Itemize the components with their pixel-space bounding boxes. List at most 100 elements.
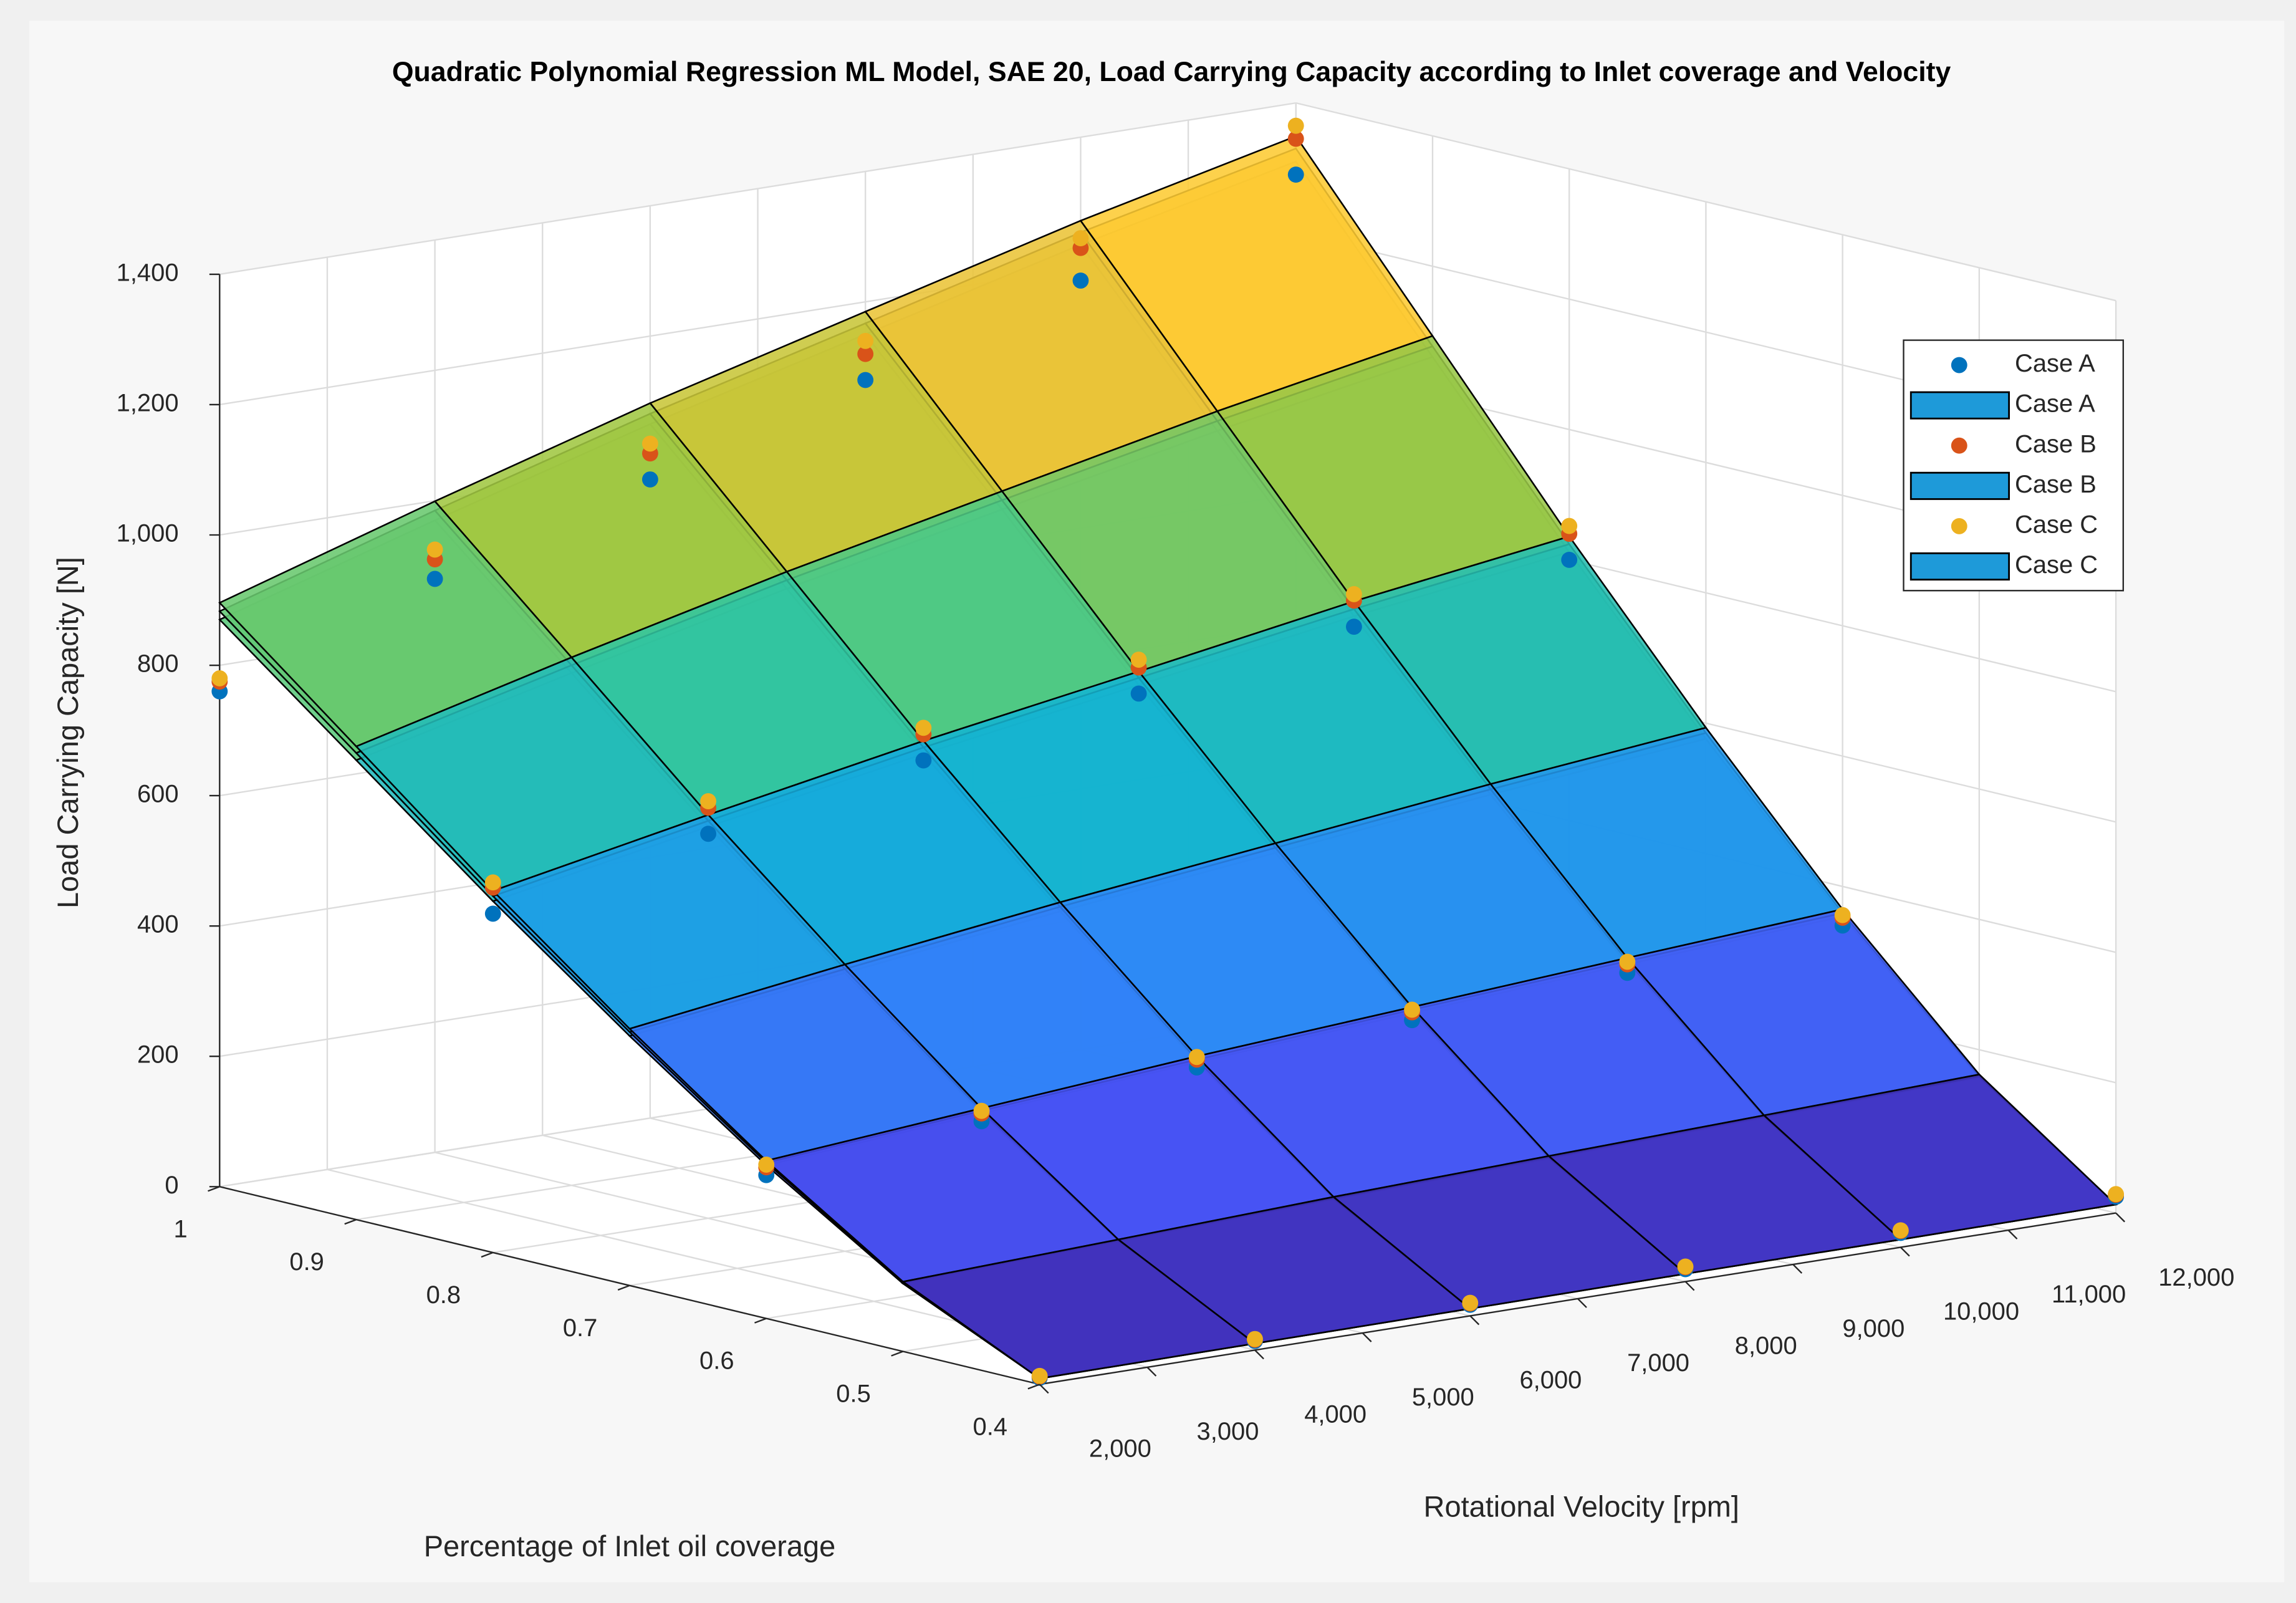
x-tick-label: 5,000 <box>1412 1384 1474 1411</box>
data-point <box>1619 953 1636 970</box>
tick-mark <box>891 1350 903 1357</box>
data-point <box>973 1102 990 1119</box>
legend-swatch <box>1909 471 2010 500</box>
legend-box <box>1903 339 2125 592</box>
data-point <box>1188 1049 1205 1066</box>
legend-swatch <box>1909 552 2010 581</box>
grid-line <box>1295 102 2116 302</box>
data-point <box>915 720 932 736</box>
y-tick-label: 1 <box>173 1215 187 1243</box>
data-point <box>1561 552 1578 568</box>
data-point <box>1677 1258 1694 1275</box>
data-point <box>1404 1001 1420 1018</box>
data-point <box>1287 166 1304 183</box>
y-tick-label: 0.9 <box>289 1248 324 1276</box>
x-tick-label: 8,000 <box>1735 1332 1797 1360</box>
labels: 2,000 3,000 4,000 5,000 6,000 7,000 8,000 9,000… <box>117 259 2235 1462</box>
x-tick-label: 3,000 <box>1197 1418 1259 1445</box>
data-point <box>915 752 932 769</box>
z-axis-label: Load Carrying Capacity [N] <box>51 557 84 908</box>
z-tick-label: 800 <box>137 650 179 678</box>
data-point <box>1247 1331 1263 1347</box>
data-point <box>1345 619 1362 635</box>
x-tick-label: 4,000 <box>1304 1401 1367 1428</box>
z-tick-label: 1,000 <box>117 520 179 547</box>
x-tick-label: 7,000 <box>1627 1349 1689 1377</box>
tick-mark <box>2115 1212 2126 1223</box>
data-point <box>700 793 716 809</box>
data-point <box>484 905 501 922</box>
surface-facet <box>901 1238 1257 1380</box>
tick-mark <box>617 1284 630 1291</box>
legend-marker <box>1951 437 1967 454</box>
tick-mark <box>1792 1264 1803 1274</box>
tick-mark <box>481 1251 494 1258</box>
data-point <box>1462 1294 1479 1311</box>
tick-mark <box>1577 1298 1587 1308</box>
tick-mark <box>1900 1246 1910 1257</box>
points <box>211 117 2125 1386</box>
data-point <box>2108 1186 2125 1203</box>
legend-label: Case C <box>2015 511 2098 538</box>
y-tick-label: 0.6 <box>699 1347 734 1375</box>
data-point <box>641 435 658 452</box>
x-axis-label: Rotational Velocity [rpm] <box>1424 1490 1739 1523</box>
data-point <box>1130 685 1147 702</box>
data-point <box>426 541 443 558</box>
data-point <box>1031 1367 1048 1384</box>
data-point <box>857 372 874 388</box>
y-tick-label: 0.8 <box>426 1281 461 1309</box>
x-tick-label: 10,000 <box>1943 1298 2019 1326</box>
x-tick-label: 12,000 <box>2158 1264 2234 1291</box>
grid-line <box>219 102 1296 276</box>
chart-title: Quadratic Polynomial Regression ML Model… <box>392 57 1951 87</box>
z-tick-label: 600 <box>137 781 179 808</box>
x-tick-label: 2,000 <box>1089 1435 1151 1463</box>
data-point <box>1130 652 1147 668</box>
y-tick-label: 0.5 <box>836 1380 871 1408</box>
data-point <box>641 471 658 488</box>
data-point <box>758 1157 775 1173</box>
data-point <box>1834 907 1851 923</box>
legend: Case A Case A Case B Case B Case C Case C <box>1903 339 2125 592</box>
data-point <box>1072 272 1089 289</box>
data-point <box>1072 230 1089 246</box>
data-point <box>1345 585 1362 602</box>
y-tick-label: 0.7 <box>563 1314 598 1342</box>
data-point <box>857 332 874 349</box>
x-tick-label: 9,000 <box>1842 1315 1905 1342</box>
tick-mark <box>1146 1367 1157 1377</box>
legend-label: Case A <box>2015 390 2095 418</box>
z-tick-label: 400 <box>137 911 179 938</box>
tick-mark <box>1469 1315 1480 1326</box>
data-point <box>211 670 228 686</box>
z-tick-label: 1,200 <box>117 390 179 417</box>
data-point <box>426 570 443 587</box>
x-tick-label: 6,000 <box>1519 1367 1582 1394</box>
legend-label: Case C <box>2015 551 2098 579</box>
data-point <box>857 345 874 362</box>
tick-mark <box>2007 1230 2018 1240</box>
data-point <box>1892 1222 1909 1239</box>
z-tick-label: 1,400 <box>117 259 179 286</box>
legend-label: Case A <box>2015 350 2095 377</box>
tick-mark <box>1684 1281 1695 1291</box>
tick-mark <box>754 1317 767 1324</box>
tick-mark <box>1039 1384 1049 1394</box>
x-tick-label: 11,000 <box>2052 1281 2126 1308</box>
data-point <box>700 826 716 842</box>
legend-label: Case B <box>2015 471 2097 498</box>
data-point <box>484 874 501 891</box>
data-point <box>1287 117 1304 134</box>
y-axis-label: Percentage of Inlet oil coverage <box>424 1529 836 1562</box>
y-tick-label: 0.4 <box>973 1413 1007 1440</box>
tick-mark <box>1362 1332 1372 1342</box>
legend-label: Case B <box>2015 430 2097 458</box>
z-tick-label: 200 <box>137 1041 179 1069</box>
surfaces <box>218 135 2118 1380</box>
tick-mark <box>344 1218 357 1225</box>
z-tick-label: 0 <box>165 1172 178 1199</box>
legend-marker <box>1951 357 1967 373</box>
